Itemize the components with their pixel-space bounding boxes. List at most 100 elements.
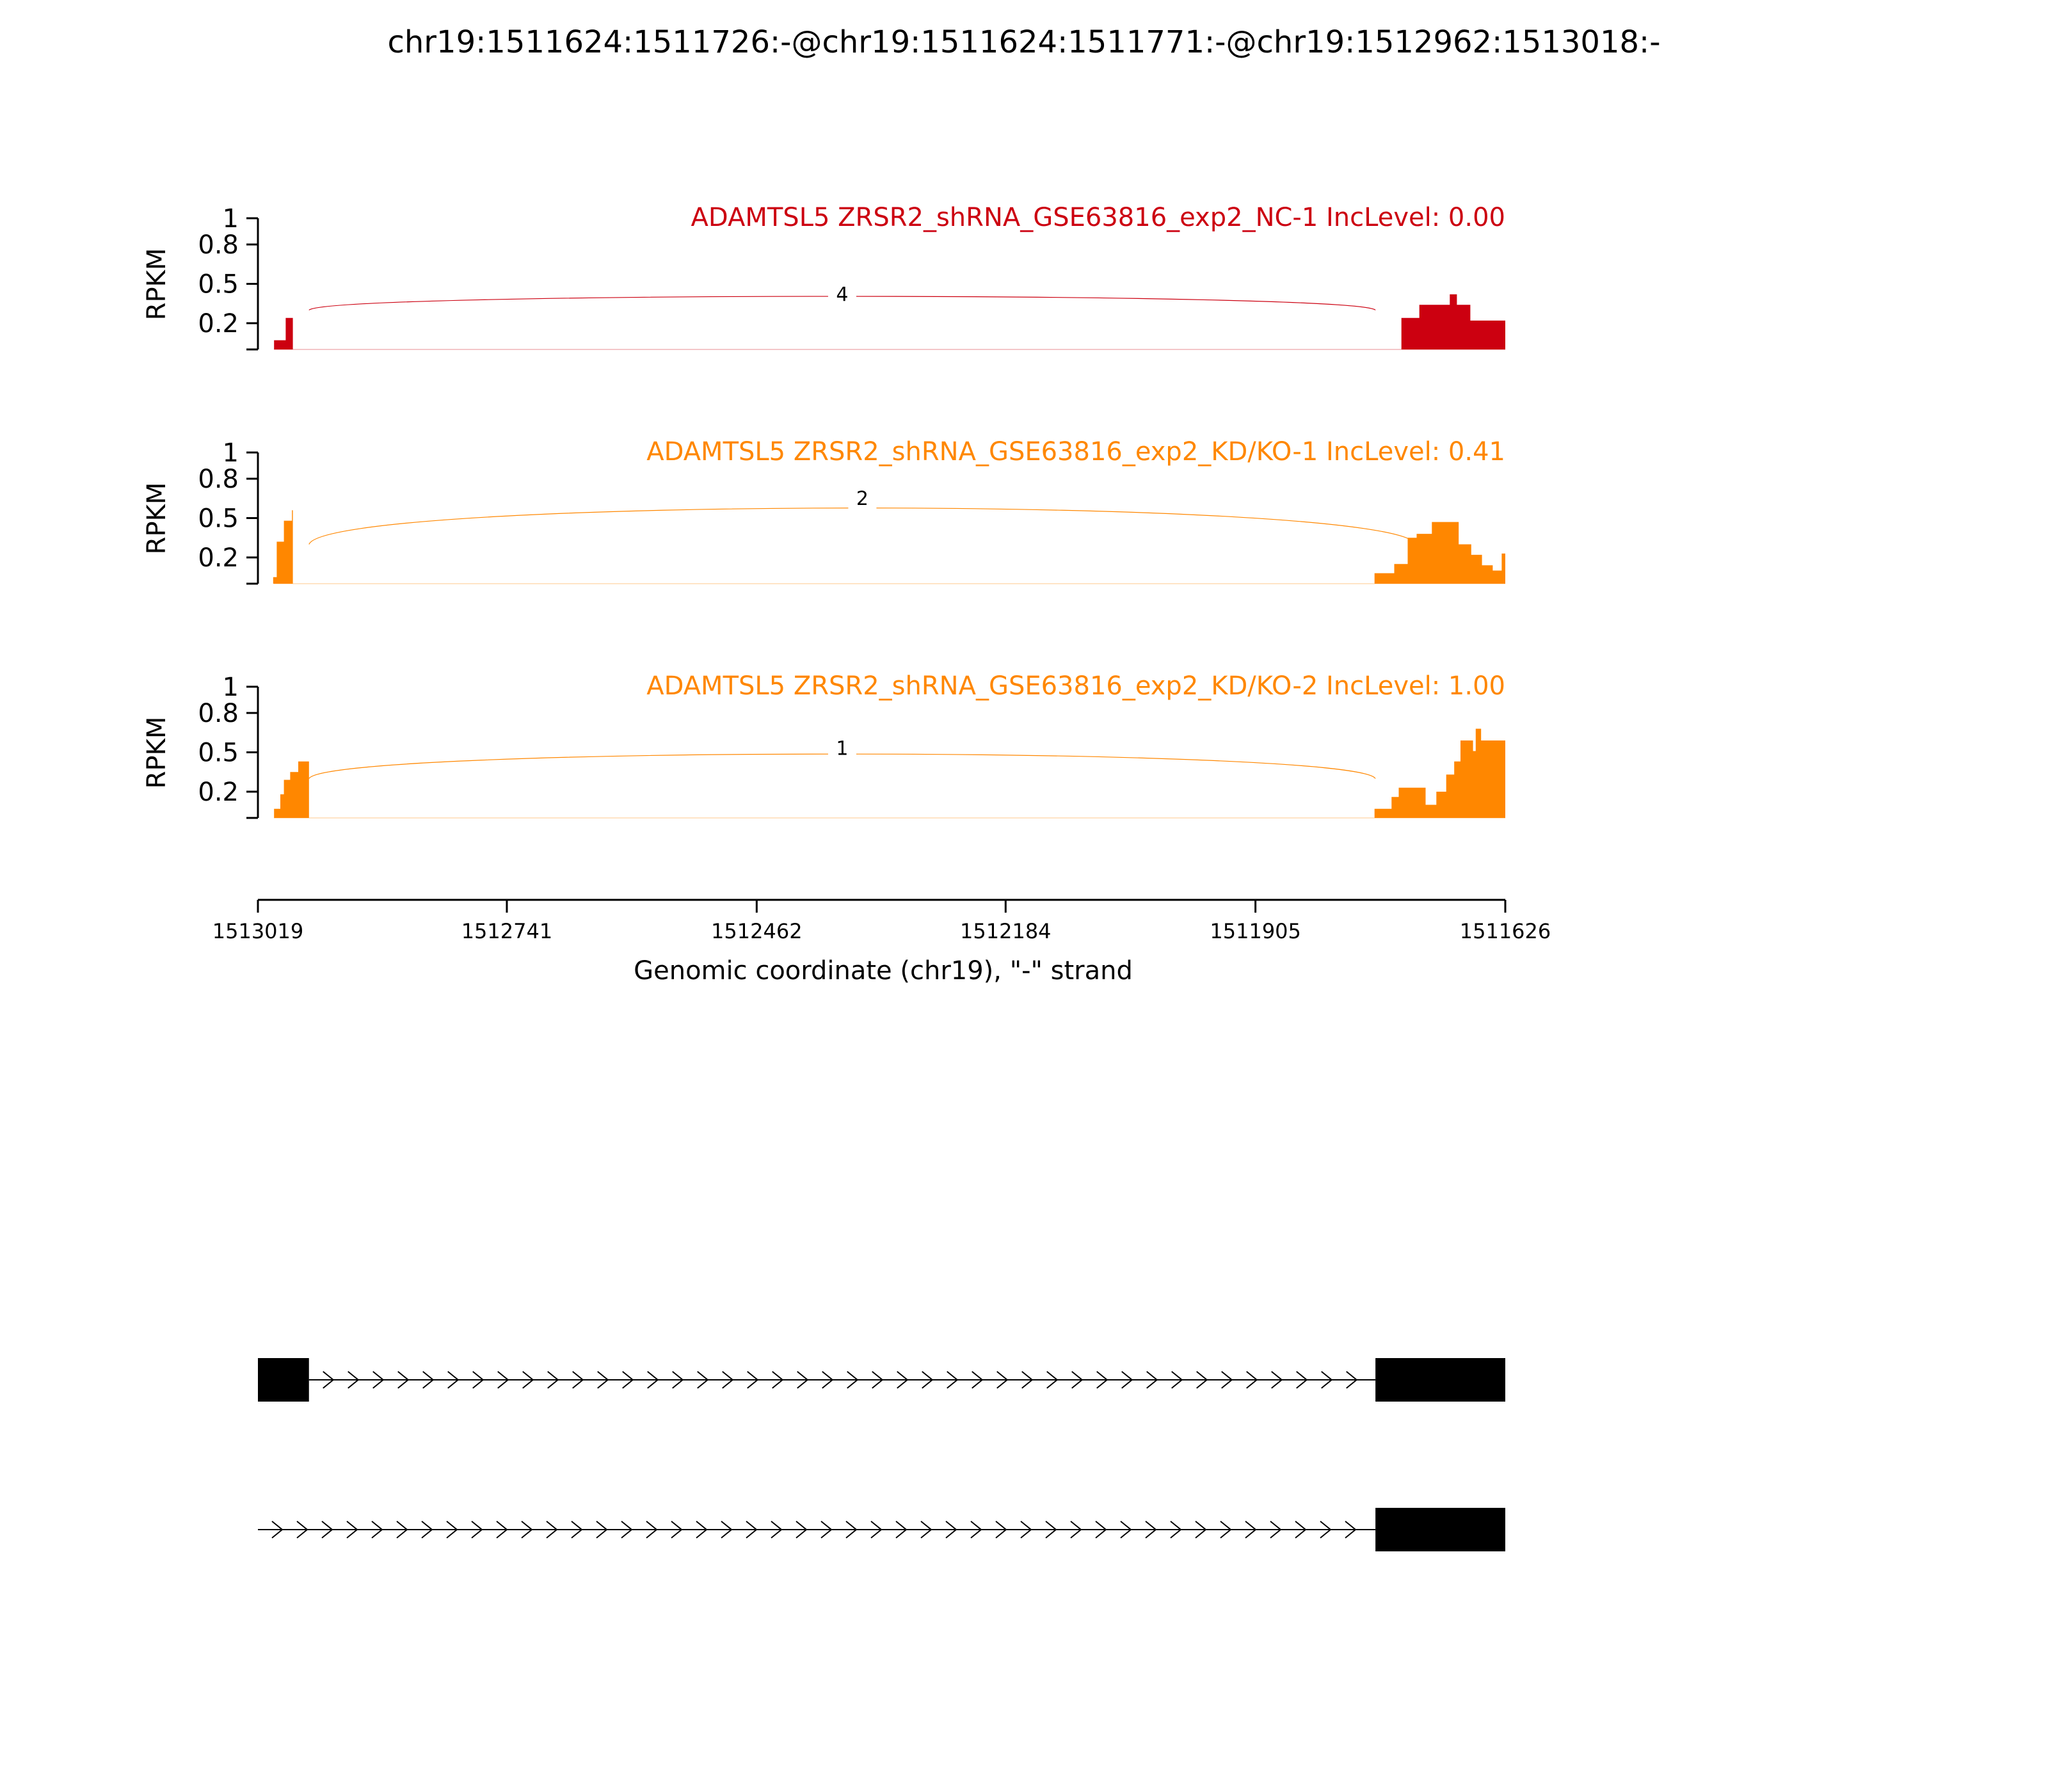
strand-chevron — [820, 1521, 833, 1539]
exon-block — [1375, 1508, 1505, 1551]
y-tick-label: 0.8 — [198, 699, 239, 728]
isoform-tracks — [258, 1358, 1505, 1551]
strand-chevron — [1295, 1521, 1307, 1539]
x-axis: 1513019 1512741 1512462 1512184 1511905 15116… — [212, 899, 1551, 943]
y-axis-label: RPKM — [142, 717, 172, 789]
y-tick-label: 0.5 — [198, 270, 239, 300]
strand-chevron — [646, 1521, 658, 1539]
strand-chevron — [596, 1521, 608, 1539]
coverage-area — [273, 510, 1505, 584]
strand-chevron — [746, 1521, 758, 1539]
y-tick-label: 0.5 — [198, 739, 239, 768]
strand-chevron — [521, 1521, 533, 1539]
y-tick-label: 0.2 — [198, 778, 239, 807]
strand-chevron — [571, 1521, 583, 1539]
coverage-area — [274, 728, 1506, 818]
strand-chevron — [597, 1371, 609, 1389]
x-tick-label: 1512741 — [461, 919, 553, 943]
strand-chevron — [621, 1521, 633, 1539]
strand-chevron — [822, 1371, 834, 1389]
strand-chevron — [1096, 1371, 1108, 1389]
strand-chevron — [847, 1371, 859, 1389]
strand-chevron — [1245, 1521, 1257, 1539]
strand-chevron — [696, 1521, 708, 1539]
x-tick-label: 1513019 — [212, 919, 304, 943]
strand-chevron — [870, 1521, 883, 1539]
strand-chevron — [372, 1371, 385, 1389]
strand-chevron — [1320, 1521, 1332, 1539]
strand-chevron — [1121, 1371, 1133, 1389]
strand-chevron — [1220, 1521, 1232, 1539]
strand-chevron — [970, 1521, 982, 1539]
y-tick-label: 1 — [223, 438, 239, 468]
strand-chevron — [721, 1521, 733, 1539]
isoform-track — [258, 1508, 1505, 1551]
junction-count-label: 1 — [836, 737, 848, 760]
strand-chevron — [323, 1371, 335, 1389]
strand-chevron — [1071, 1371, 1084, 1389]
junction-count-label: 4 — [836, 284, 848, 306]
panel-label: ADAMTSL5 ZRSR2_shRNA_GSE63816_exp2_NC-1 … — [691, 203, 1505, 232]
strand-chevron — [421, 1521, 433, 1539]
junction-count-label: 2 — [856, 488, 868, 510]
x-tick-label: 1511626 — [1460, 919, 1551, 943]
coverage-panel: 2 ADAMTSL5 ZRSR2_shRNA_GSE63816_exp2_KD/K… — [142, 437, 1505, 585]
junction-arc — [308, 508, 1416, 545]
strand-chevron — [522, 1371, 534, 1389]
chart-title: chr19:1511624:1511726:-@chr19:1511624:15… — [387, 24, 1660, 60]
strand-chevron — [1120, 1521, 1132, 1539]
strand-chevron — [772, 1371, 784, 1389]
y-tick-label: 0.2 — [198, 309, 239, 339]
strand-chevron — [1195, 1521, 1207, 1539]
strand-chevron — [396, 1521, 408, 1539]
coverage-area — [274, 294, 1506, 349]
strand-chevron — [995, 1521, 1007, 1539]
strand-chevron — [796, 1521, 808, 1539]
strand-chevron — [996, 1371, 1009, 1389]
strand-chevron — [1021, 1371, 1034, 1389]
junction-label-bg — [828, 737, 856, 759]
strand-chevron — [697, 1371, 709, 1389]
strand-chevron — [722, 1371, 734, 1389]
strand-chevron — [1146, 1371, 1158, 1389]
strand-chevron — [1171, 1371, 1183, 1389]
strand-chevron — [447, 1371, 460, 1389]
strand-chevron — [321, 1521, 333, 1539]
strand-chevron — [472, 1371, 484, 1389]
strand-chevron — [1020, 1521, 1032, 1539]
strand-chevron — [547, 1371, 559, 1389]
strand-chevron — [271, 1521, 284, 1539]
strand-chevron — [1270, 1521, 1282, 1539]
y-tick-label: 0.8 — [198, 230, 239, 260]
strand-chevron — [346, 1521, 358, 1539]
strand-chevron — [422, 1371, 435, 1389]
strand-chevron — [622, 1371, 634, 1389]
strand-chevron — [771, 1521, 783, 1539]
strand-chevron — [1170, 1521, 1182, 1539]
strand-chevron — [845, 1521, 858, 1539]
strand-chevron — [572, 1371, 584, 1389]
strand-chevron — [1346, 1371, 1358, 1389]
strand-chevron — [747, 1371, 759, 1389]
strand-chevron — [296, 1521, 308, 1539]
strand-chevron — [897, 1371, 909, 1389]
y-tick-label: 0.8 — [198, 465, 239, 494]
y-axis-label: RPKM — [142, 248, 172, 321]
strand-chevron — [1196, 1371, 1208, 1389]
y-tick-label: 0.5 — [198, 504, 239, 534]
strand-chevron — [1271, 1371, 1283, 1389]
strand-chevron — [1095, 1521, 1107, 1539]
strand-chevron — [922, 1371, 934, 1389]
x-axis-label: Genomic coordinate (chr19), "-" strand — [634, 956, 1133, 986]
strand-chevron — [446, 1521, 458, 1539]
strand-chevron — [371, 1521, 383, 1539]
panel-label: ADAMTSL5 ZRSR2_shRNA_GSE63816_exp2_KD/KO… — [646, 671, 1505, 701]
strand-chevron — [1221, 1371, 1233, 1389]
strand-chevron — [797, 1371, 809, 1389]
strand-chevron — [895, 1521, 908, 1539]
y-tick-label: 1 — [223, 204, 239, 234]
strand-chevron — [920, 1521, 932, 1539]
strand-chevron — [1296, 1371, 1308, 1389]
x-tick-label: 1511905 — [1210, 919, 1301, 943]
